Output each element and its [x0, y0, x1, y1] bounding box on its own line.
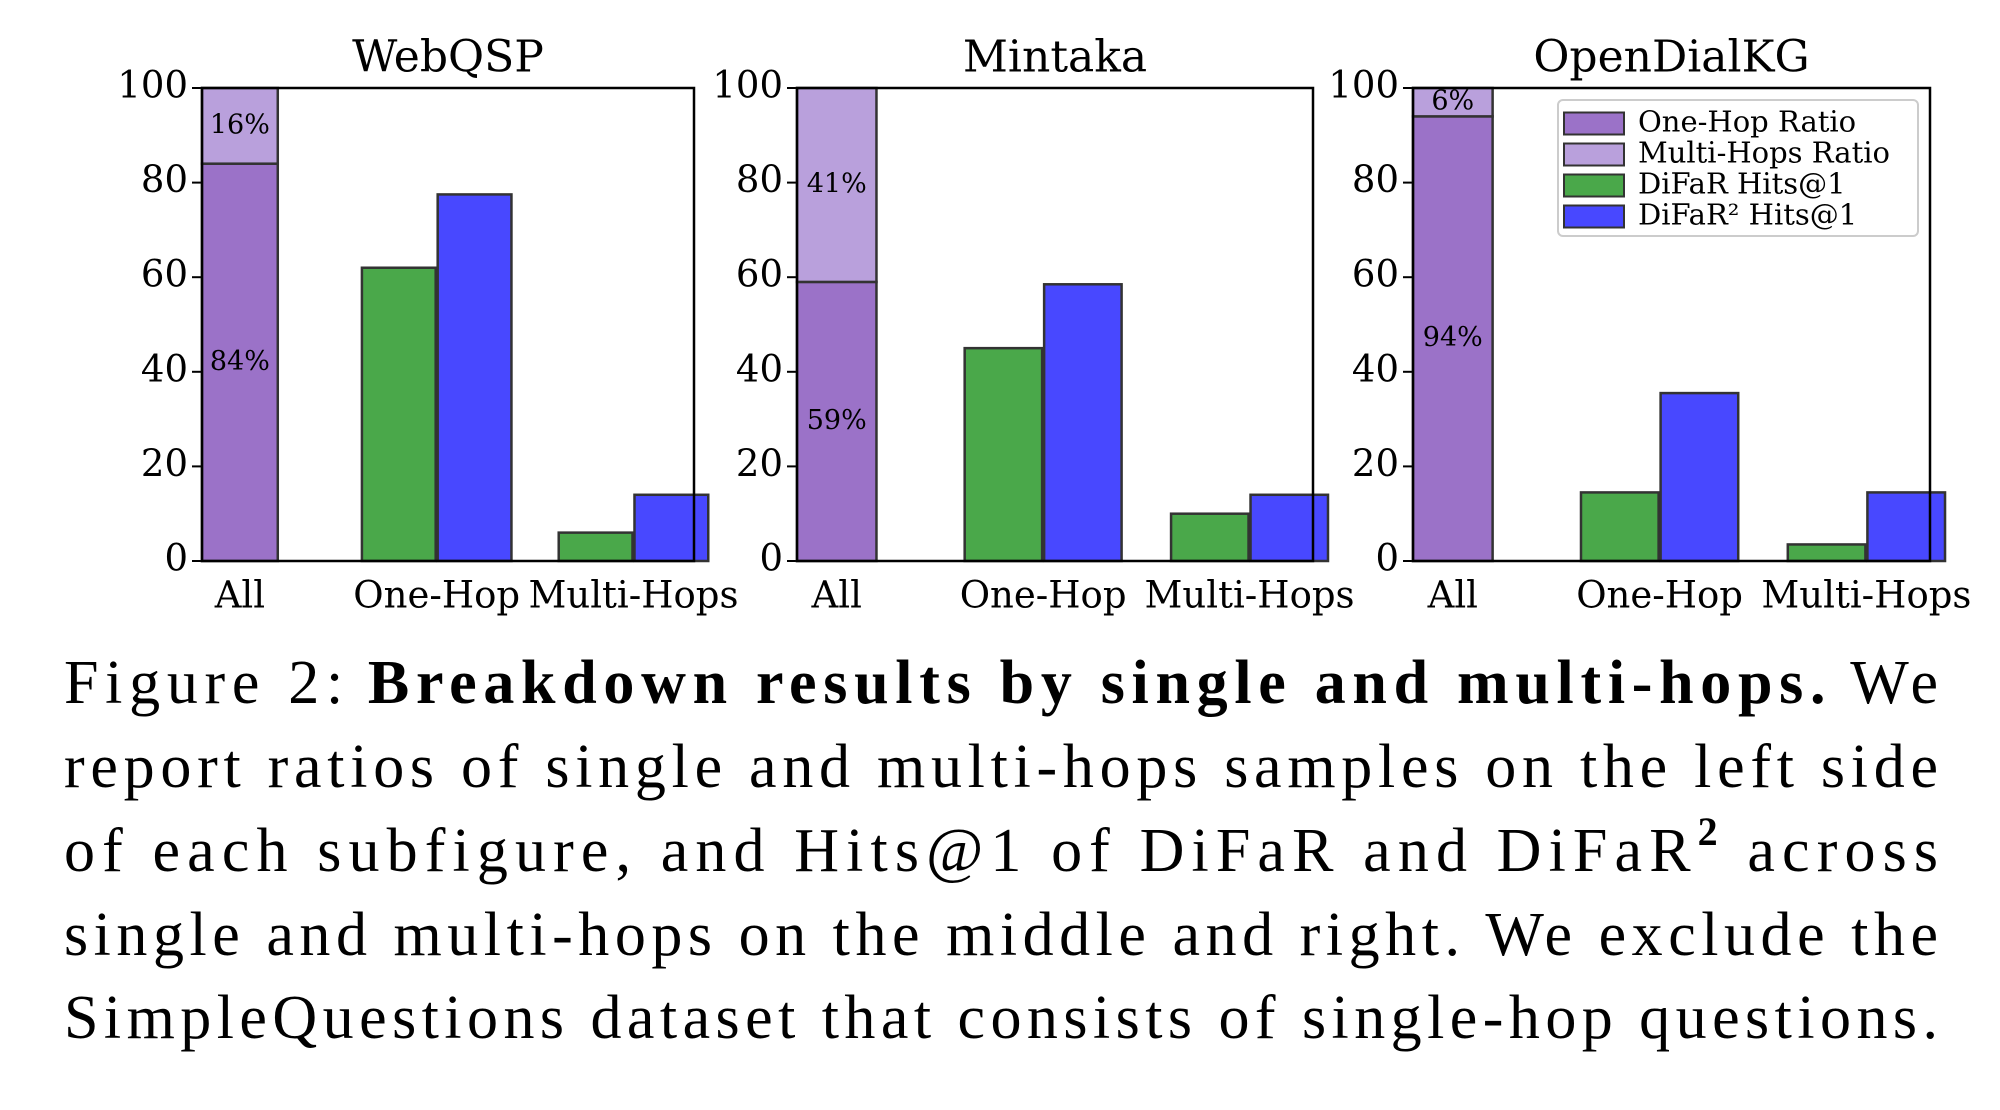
caption-line: Figure 2: Breakdown results by single and… — [64, 649, 1938, 717]
x-tick-label: All — [214, 574, 265, 617]
bar — [557, 531, 634, 563]
y-tick-label: 80 — [1352, 158, 1399, 201]
y-tick-label: 0 — [759, 537, 783, 580]
x-tick-label: All — [1427, 574, 1478, 617]
y-tick-label: 20 — [1352, 442, 1399, 485]
value-label: 94% — [1423, 322, 1483, 353]
y-tick-label: 100 — [1328, 64, 1399, 107]
legend-swatch — [1563, 204, 1625, 229]
axes-frame — [200, 86, 696, 563]
bar — [963, 346, 1044, 563]
legend-label: DiFaR² Hits@1 — [1638, 198, 1857, 232]
caption-sup: 2 — [1698, 809, 1718, 854]
axes-frame — [795, 86, 1315, 563]
legend-swatch — [1563, 173, 1625, 198]
chart-title: Mintaka — [963, 32, 1147, 83]
y-tick-label: 60 — [736, 253, 783, 296]
bar — [1042, 283, 1123, 563]
legend-box — [1557, 99, 1919, 237]
bar — [1579, 491, 1660, 563]
caption-line: SimpleQuestions dataset that consists of… — [64, 984, 1938, 1052]
y-tick-label: 40 — [736, 347, 783, 390]
legend-label: Multi-Hops Ratio — [1638, 136, 1890, 170]
bar — [633, 493, 710, 563]
y-tick-label: 40 — [141, 347, 188, 390]
bar — [436, 193, 513, 563]
y-tick-label: 20 — [141, 442, 188, 485]
chart-title: WebQSP — [352, 32, 544, 83]
x-tick-label: Multi-Hops — [528, 574, 738, 617]
caption-text: We — [1850, 649, 1938, 717]
x-tick-label: One-Hop — [353, 574, 520, 617]
caption-line: report ratios of single and multi-hops s… — [64, 733, 1938, 801]
y-tick-label: 100 — [117, 64, 188, 107]
y-tick-label: 0 — [1375, 537, 1399, 580]
legend-label: DiFaR Hits@1 — [1638, 167, 1846, 201]
caption-line: of each subfigure, and Hits@1 of DiFaR a… — [64, 809, 1938, 885]
y-tick-label: 100 — [712, 64, 783, 107]
caption-text: of each subfigure, and Hits@1 of DiFaR a… — [64, 817, 1691, 885]
bar — [360, 266, 437, 563]
y-tick-label: 40 — [1352, 347, 1399, 390]
caption-text: across — [1725, 817, 1938, 885]
legend-label: One-Hop Ratio — [1638, 105, 1856, 139]
x-tick-label: All — [811, 574, 862, 617]
y-tick-label: 20 — [736, 442, 783, 485]
value-label: 6% — [1431, 86, 1474, 117]
bar — [1249, 493, 1330, 563]
y-tick-label: 80 — [141, 158, 188, 201]
legend-swatch — [1563, 111, 1625, 136]
bar — [1659, 391, 1740, 563]
caption-line: single and multi-hops on the middle and … — [64, 901, 1938, 969]
value-label: 16% — [210, 109, 270, 140]
legend-swatch — [1563, 142, 1625, 167]
caption-label: Figure 2: — [64, 649, 343, 717]
bar — [1411, 115, 1494, 563]
y-tick-label: 80 — [736, 158, 783, 201]
value-label: 84% — [210, 346, 270, 377]
x-tick-label: Multi-Hops — [1145, 574, 1355, 617]
x-tick-label: Multi-Hops — [1761, 574, 1971, 617]
x-tick-label: One-Hop — [960, 574, 1127, 617]
axes-frame — [1411, 86, 1932, 563]
bar — [1866, 491, 1947, 563]
bar — [1411, 86, 1494, 118]
y-tick-label: 0 — [164, 537, 188, 580]
chart-title: OpenDialKG — [1533, 32, 1809, 83]
value-label: 59% — [807, 405, 867, 436]
value-label: 41% — [807, 168, 867, 199]
y-tick-label: 60 — [141, 253, 188, 296]
caption-title: Breakdown results by single and multi-ho… — [368, 649, 1826, 717]
bar — [1169, 512, 1250, 563]
bar — [1786, 543, 1867, 563]
x-tick-label: One-Hop — [1576, 574, 1743, 617]
y-tick-label: 60 — [1352, 253, 1399, 296]
